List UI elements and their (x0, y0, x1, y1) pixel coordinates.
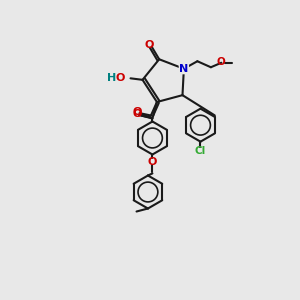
Text: O: O (148, 157, 157, 167)
Text: O: O (132, 109, 142, 119)
Text: N: N (179, 64, 188, 74)
Text: O: O (115, 73, 125, 83)
Text: H: H (107, 73, 117, 83)
Text: O: O (217, 57, 226, 67)
Text: O: O (132, 106, 142, 117)
Text: O: O (145, 40, 154, 50)
Text: Cl: Cl (195, 146, 206, 156)
